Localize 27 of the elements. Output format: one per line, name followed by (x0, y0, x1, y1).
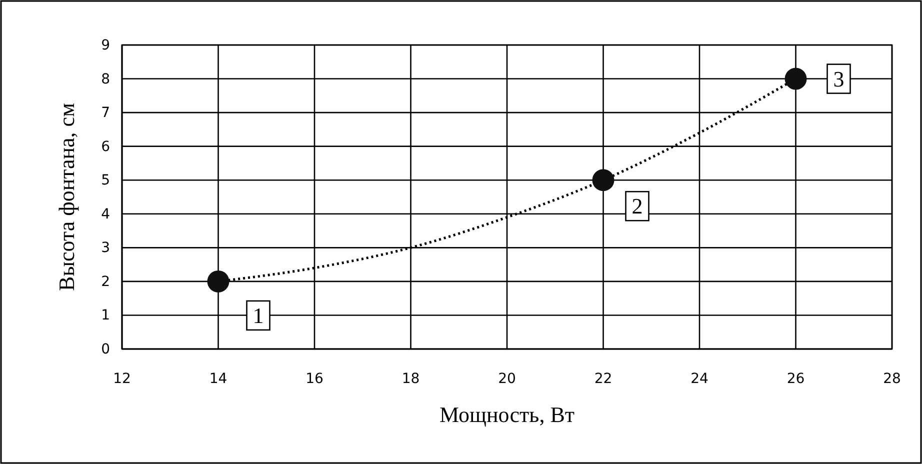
point (592, 169, 614, 192)
x-tick-label: 24 (690, 370, 708, 387)
annotation: 1 (252, 302, 264, 328)
x-tick-label: 18 (402, 370, 420, 387)
y-tick-label: 5 (101, 172, 110, 189)
y-tick-label: 3 (101, 240, 110, 256)
x-tick-label: 28 (883, 370, 901, 387)
y-tick-label: 7 (101, 105, 110, 122)
y-tick-label: 6 (101, 138, 110, 155)
x-axis-title: Мощность, Вт (440, 402, 575, 427)
point (784, 68, 807, 90)
annotation: 3 (833, 66, 844, 92)
y-axis-title: Высота фонтана, см (54, 102, 79, 291)
x-tick-label: 26 (786, 370, 805, 387)
x-tick-label: 12 (113, 370, 131, 387)
x-tick-label: 14 (209, 370, 228, 387)
y-tick-label: 9 (101, 37, 110, 54)
y-tick-label: 4 (101, 206, 110, 222)
x-tick-label: 16 (306, 370, 324, 387)
y-tick-label: 8 (101, 71, 110, 88)
x-tick-label: 22 (594, 370, 612, 387)
point (207, 270, 230, 292)
annotation: 2 (632, 194, 643, 219)
y-tick-label: 2 (101, 274, 110, 290)
y-tick-label: 0 (101, 341, 110, 358)
y-tick-label: 1 (101, 308, 110, 324)
x-tick-label: 20 (498, 370, 516, 387)
